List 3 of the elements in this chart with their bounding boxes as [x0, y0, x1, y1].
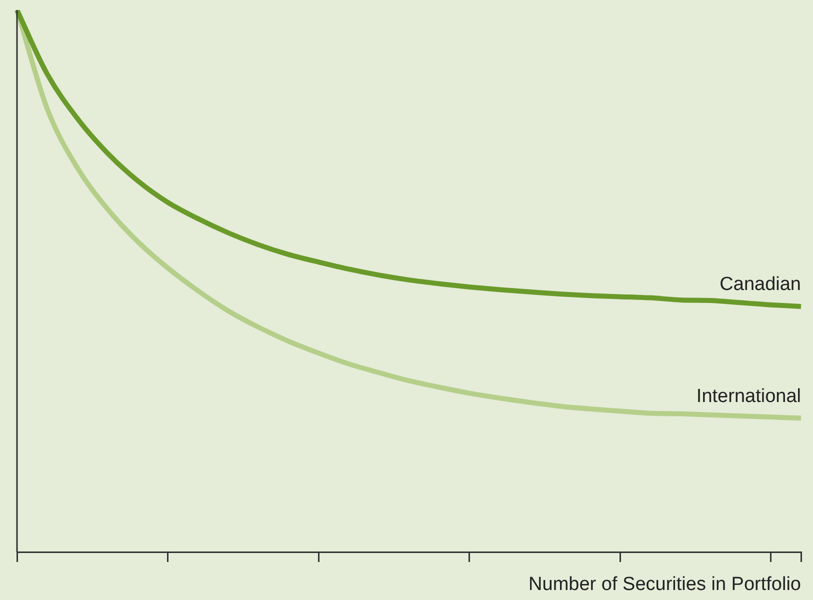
x-axis-title: Number of Securities in Portfolio: [528, 574, 801, 595]
series-label: International: [696, 386, 801, 407]
series-label: Canadian: [720, 274, 801, 296]
